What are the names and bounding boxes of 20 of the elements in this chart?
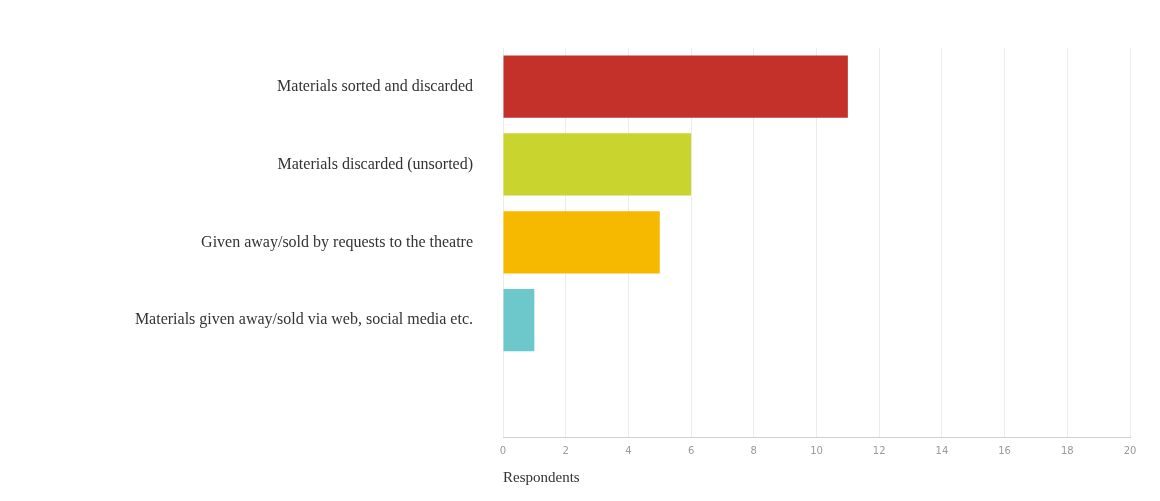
y-tick-label: Materials sorted and discarded	[277, 76, 473, 94]
bar	[503, 55, 848, 118]
x-tick-label: 20	[1123, 444, 1137, 456]
x-axis-title: Respondents	[503, 468, 580, 485]
y-tick-label: Given away/sold by requests to the theatre	[201, 232, 473, 251]
x-tick-label: 12	[872, 444, 886, 456]
x-tick-label: 14	[935, 444, 949, 456]
bar	[503, 133, 692, 196]
x-tick-label: 4	[625, 444, 632, 456]
bar	[503, 289, 535, 352]
bar	[503, 211, 660, 274]
y-tick-label: Materials given away/sold via web, social media etc.	[134, 310, 473, 329]
x-tick-label: 6	[687, 444, 695, 456]
y-tick-label: Materials discarded (unsorted)	[277, 154, 473, 173]
x-tick-label: 0	[499, 444, 507, 456]
x-tick-label: 8	[750, 444, 757, 456]
x-tick-label: 10	[810, 444, 823, 456]
x-tick-label: 18	[1060, 444, 1074, 456]
x-tick-label: 16	[998, 444, 1011, 456]
x-tick-label: 2	[562, 444, 569, 456]
